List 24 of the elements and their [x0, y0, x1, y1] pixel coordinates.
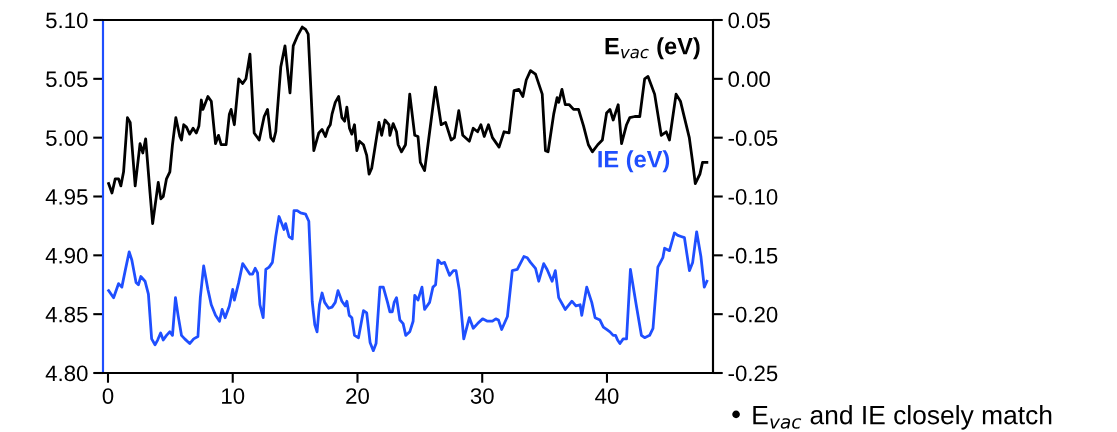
- y2-tick-label: -0.25: [728, 365, 778, 382]
- y-tick-label: 4.85: [45, 306, 88, 323]
- text: IE (eV): [598, 150, 670, 173]
- text: • E$_{vac}$ and IE closely match: [732, 405, 1052, 430]
- x-tick-label: 20: [346, 388, 369, 404]
- y2-tick-label: 0.05: [728, 12, 770, 29]
- x-tick-label: 10: [222, 388, 245, 404]
- y-tick-label: 5.05: [46, 71, 88, 88]
- y-tick-label: 4.95: [45, 189, 88, 205]
- y2-tick-label: 0.00: [728, 71, 770, 88]
- x-tick-label: 0: [102, 388, 114, 404]
- y2-tick-label: -0.20: [728, 306, 778, 323]
- y2-tick-label: -0.05: [728, 130, 778, 146]
- y-tick-label: 4.90: [45, 247, 88, 264]
- y-tick-label: 4.80: [45, 365, 88, 382]
- line-series: [107, 209, 709, 353]
- y2-tick-label: -0.10: [728, 189, 778, 205]
- y-tick-label: 5.10: [46, 12, 88, 29]
- y2-tick-label: -0.15: [728, 247, 778, 264]
- y-tick-label: 5.00: [46, 130, 88, 146]
- x-tick-label: 40: [595, 388, 619, 404]
- x-tick-label: 30: [470, 388, 494, 404]
- line-series: [107, 25, 709, 225]
- series-label: E$_{vac}$ (eV): [605, 37, 700, 60]
